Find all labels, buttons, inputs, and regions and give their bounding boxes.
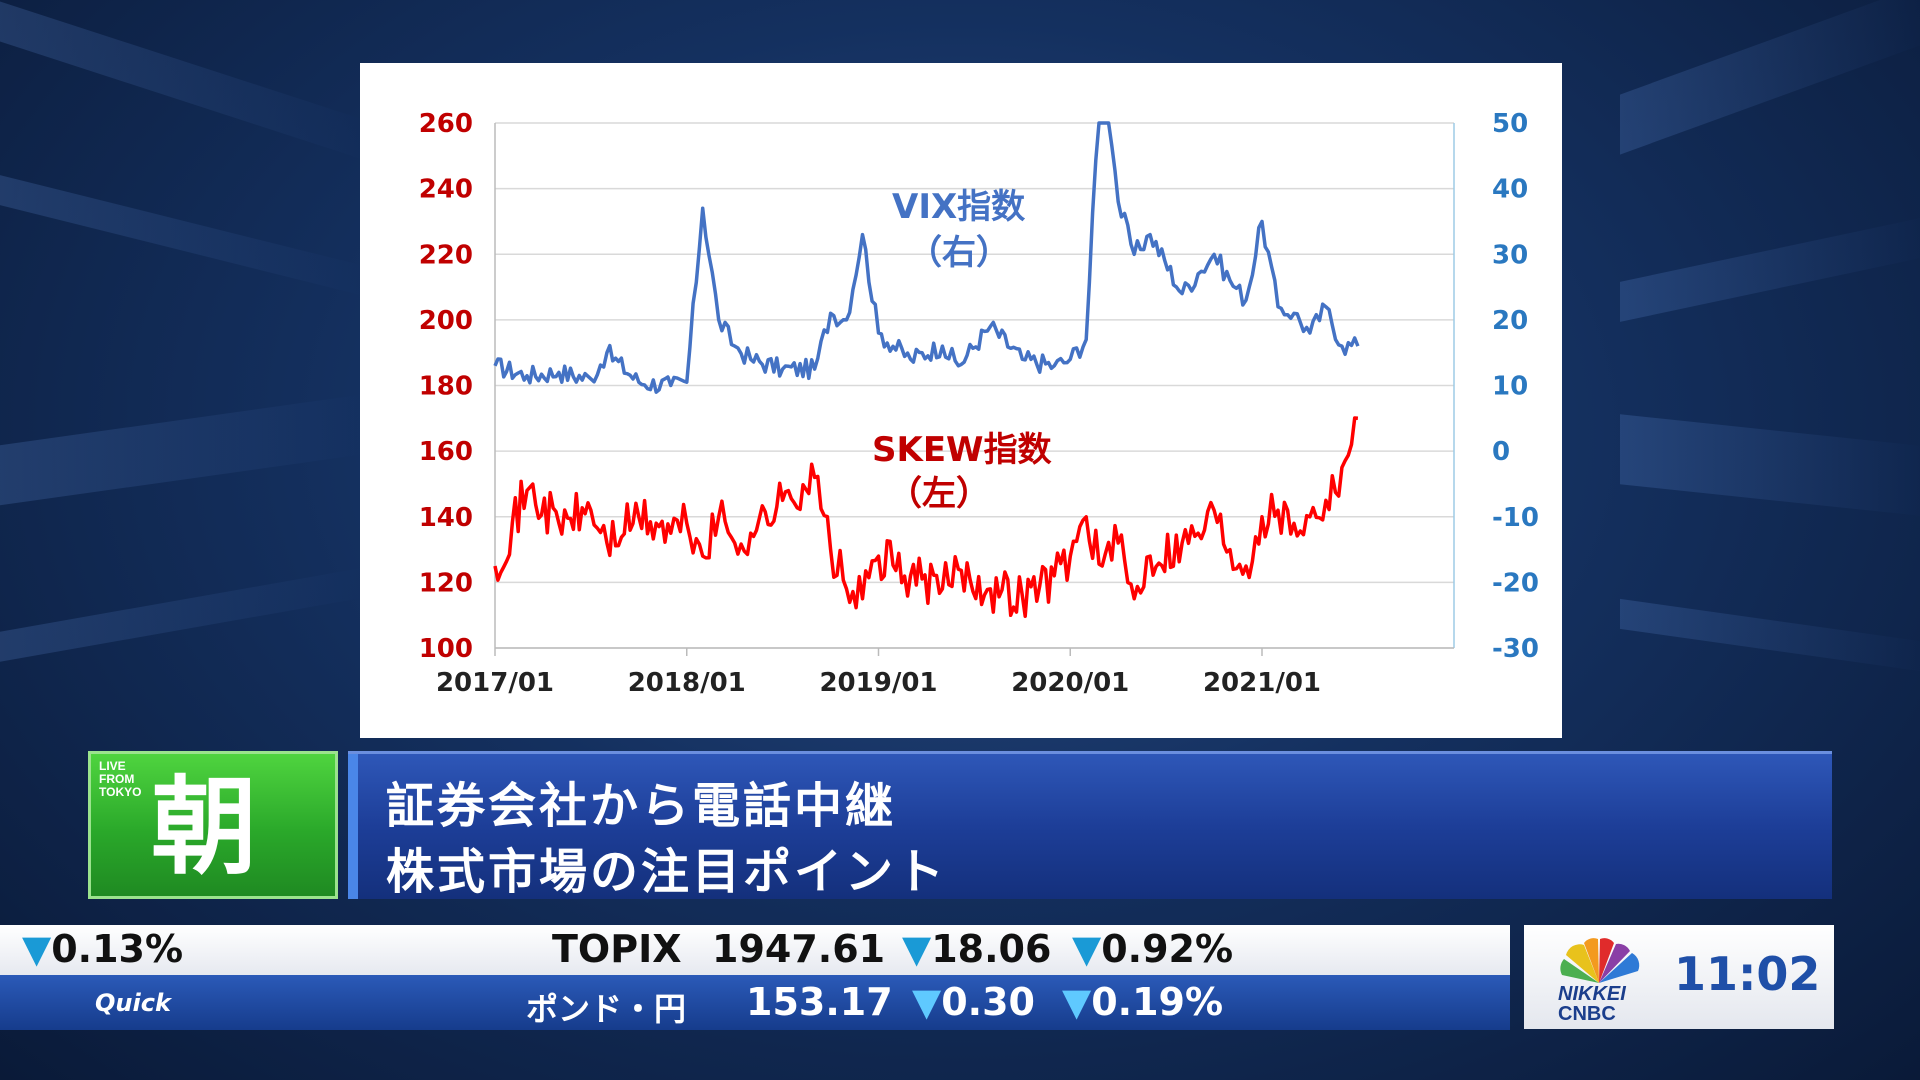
live-from-tokyo-badge: LIVE FROM TOKYO 朝	[88, 751, 338, 899]
y-right-tick-label: -30	[1492, 634, 1539, 664]
ticker-left-change-value: 0.13%	[51, 927, 184, 971]
vix-annotation: VIX指数	[892, 187, 1025, 227]
ticker-fx-name: ポンド・円	[526, 990, 687, 1028]
ticker-index-value: 1947.61	[712, 927, 886, 971]
ticker-index-pct: ▼0.92%	[1072, 927, 1234, 971]
ticker-fx-pct: ▼0.19%	[1062, 980, 1224, 1024]
y-left-tick-label: 220	[419, 240, 473, 270]
y-left-tick-label: 260	[419, 109, 473, 139]
ticker-fx-change: ▼0.30	[912, 980, 1035, 1024]
y-left-tick-label: 180	[419, 372, 473, 402]
x-tick-label: 2018/01	[628, 668, 746, 698]
y-right-tick-label: 10	[1492, 372, 1528, 402]
y-left-tick-label: 100	[419, 634, 473, 664]
y-left-tick-label: 160	[419, 437, 473, 467]
skew-annotation: SKEW指数	[872, 430, 1052, 470]
headline-line-2: 株式市場の注目ポイント	[386, 844, 948, 900]
headline-line-1: 証券会社から電話中継	[386, 778, 897, 834]
headline-banner: 証券会社から電話中継 株式市場の注目ポイント	[348, 751, 1832, 900]
y-right-tick-label: -10	[1492, 503, 1539, 533]
skew-annotation-axis: （左）	[888, 474, 990, 514]
x-tick-label: 2020/01	[1011, 668, 1129, 698]
skew-series-line	[493, 416, 1359, 619]
x-tick-label: 2021/01	[1203, 668, 1321, 698]
y-right-tick-label: -20	[1492, 568, 1539, 598]
x-tick-label: 2017/01	[436, 668, 554, 698]
y-left-tick-label: 240	[419, 175, 473, 205]
nikkei-brand: NIKKEI	[1558, 983, 1626, 1005]
y-right-tick-label: 50	[1492, 109, 1528, 139]
y-right-tick-label: 40	[1492, 175, 1528, 205]
ticker-index-pct-value: 0.92%	[1101, 927, 1234, 971]
program-kanji: 朝	[151, 766, 257, 889]
y-right-tick-label: 30	[1492, 240, 1528, 270]
chart-panel: 100 120 140 160 180 200 220 240 260 -30 -20 -10 0 10 2…	[360, 63, 1562, 738]
clock-box: NIKKEI CNBC 11:02	[1524, 925, 1834, 1029]
ticker-index-change: ▼18.06	[902, 927, 1052, 971]
y-left-tick-label: 120	[419, 568, 473, 598]
ticker-index-change-value: 18.06	[931, 927, 1052, 971]
cnbc-brand: CNBC	[1558, 1003, 1616, 1025]
quick-logo: Quick	[95, 989, 171, 1017]
y-right-tick-label: 20	[1492, 306, 1528, 336]
ticker-fx-pct-value: 0.19%	[1091, 980, 1224, 1024]
nbc-peacock-icon	[1560, 938, 1640, 983]
y-right-tick-label: 0	[1492, 437, 1510, 467]
y-left-tick-label: 200	[419, 306, 473, 336]
ticker-index-name: TOPIX	[552, 927, 682, 971]
y-left-tick-label: 140	[419, 503, 473, 533]
ticker-left-change: ▼0.13%	[22, 927, 184, 971]
vix-skew-chart: 100 120 140 160 180 200 220 240 260 -30 -20 -10 0 10 2…	[419, 109, 1539, 698]
live-from-tokyo-label: LIVE FROM TOKYO	[99, 759, 142, 799]
clock-time: 11:02	[1674, 947, 1821, 1001]
ticker-fx-change-value: 0.30	[941, 980, 1035, 1024]
x-tick-label: 2019/01	[819, 668, 937, 698]
ticker-fx-value: 153.17	[746, 980, 893, 1024]
ticker-bottom-row: Quick ポンド・円 153.17 ▼0.30 ▼0.19%	[0, 975, 1510, 1030]
vix-annotation-axis: （右）	[908, 233, 1010, 273]
vix-series-line	[493, 121, 1360, 394]
ticker-top-row: ▼0.13% TOPIX 1947.61 ▼18.06 ▼0.92%	[0, 925, 1510, 975]
headline-accent-bar	[348, 754, 358, 899]
